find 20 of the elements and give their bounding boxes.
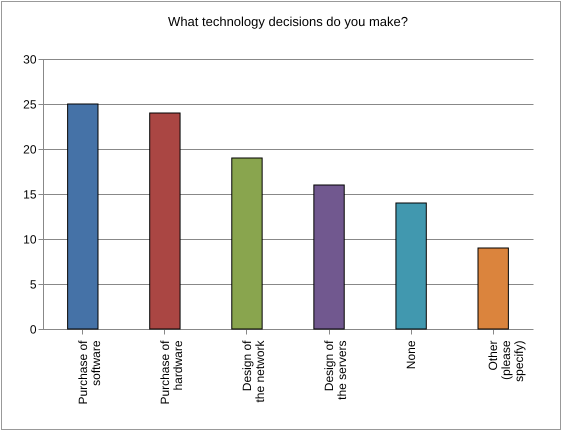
- bar: [67, 104, 98, 330]
- y-tick-label: 0: [30, 322, 37, 336]
- y-tick-label: 10: [23, 232, 37, 246]
- bar: [395, 202, 427, 330]
- y-tick-label: 5: [30, 278, 37, 292]
- bar: [313, 184, 345, 330]
- x-tick-label: Design of the network: [240, 340, 267, 403]
- x-tick-label: Other (please specify): [486, 340, 526, 382]
- x-tick-label: Design of the servers: [322, 340, 350, 400]
- y-tick-label: 30: [23, 52, 37, 66]
- chart-title: What technology decisions do you make?: [168, 14, 408, 29]
- y-tick-label: 20: [23, 142, 37, 156]
- x-tick-label: Purchase of hardware: [158, 340, 185, 405]
- bar: [478, 248, 509, 330]
- x-tick-label: Purchase of software: [76, 340, 103, 405]
- x-tick-label: None: [404, 340, 418, 370]
- y-tick-label: 25: [23, 98, 37, 112]
- bar: [231, 158, 263, 330]
- bar: [149, 112, 181, 330]
- y-tick-label: 15: [23, 188, 37, 202]
